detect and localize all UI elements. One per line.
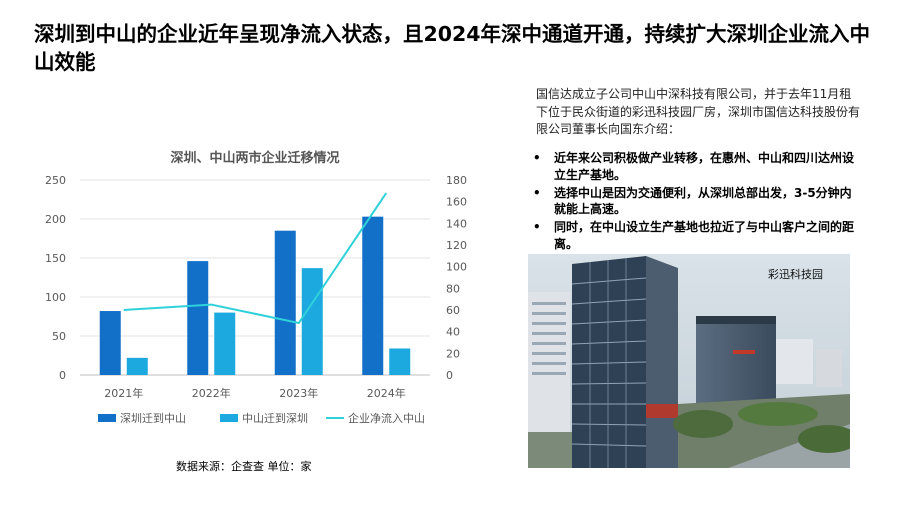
chart-title: 深圳、中山两市企业迁移情况 — [170, 150, 339, 166]
x-tick-label: 2022年 — [192, 386, 231, 400]
y-right-tick-label: 180 — [446, 174, 467, 187]
x-tick-label: 2021年 — [104, 386, 143, 400]
bullet-text: 同时，在中山设立生产基地也拉近了与中山客户之间的距离。 — [554, 220, 855, 251]
bar — [99, 311, 121, 375]
bullet-dot: • — [533, 220, 541, 234]
y-left-tick-label: 0 — [59, 369, 66, 382]
y-left-tick-label: 200 — [45, 213, 66, 226]
y-right-tick-label: 120 — [446, 239, 467, 252]
x-tick-label: 2024年 — [367, 386, 406, 400]
y-right-tick-label: 140 — [446, 217, 467, 230]
chart-svg: 深圳、中山两市企业迁移情况 0 50 100 150 200 250 0 20 40 60 80 100… — [45, 150, 467, 425]
source-note: 数据来源：企查查 单位：家 — [176, 460, 312, 473]
bar — [214, 312, 236, 375]
bar — [187, 261, 209, 375]
legend-label: 深圳迁到中山 — [120, 412, 186, 425]
bullet-text: 选择中山是因为交通便利，从深圳总部出发，3-5分钟内就能上高速。 — [554, 185, 852, 217]
y-right-tick-label: 100 — [446, 261, 467, 274]
bar — [126, 357, 148, 375]
migration-chart: 深圳、中山两市企业迁移情况 0 50 100 150 200 250 0 20 40 60 80 100… — [40, 140, 480, 440]
page-title: 深圳到中山的企业近年呈现净流入状态，且2024年深中通道开通，持续扩大深圳企业流… — [34, 22, 871, 74]
y-right-tick-label: 0 — [446, 369, 453, 382]
bullet-item: • 同时，在中山设立生产基地也拉近了与中山客户之间的距离。 — [533, 219, 863, 252]
tech-park-photo: 彩迅科技园 — [528, 254, 850, 468]
bullet-item: • 选择中山是因为交通便利，从深圳总部出发，3-5分钟内就能上高速。 — [533, 185, 863, 218]
legend-swatch — [98, 414, 116, 422]
y-left-tick-label: 150 — [45, 252, 66, 265]
series-line — [123, 192, 388, 325]
bullet-text: 近年来公司积极做产业转移，在惠州、中山和四川达州设立生产基地。 — [554, 151, 855, 182]
x-tick-label: 2023年 — [279, 386, 318, 400]
tech-park-illustration — [528, 254, 850, 468]
bullet-item: • 近年来公司积极做产业转移，在惠州、中山和四川达州设立生产基地。 — [533, 150, 863, 183]
y-right-tick-label: 160 — [446, 196, 467, 209]
y-right-tick-label: 60 — [446, 304, 460, 317]
bar — [274, 230, 296, 375]
y-left-tick-label: 250 — [45, 174, 66, 187]
bar — [362, 216, 384, 375]
bar — [389, 348, 411, 375]
y-left-tick-label: 100 — [45, 291, 66, 304]
y-right-tick-label: 40 — [446, 326, 460, 339]
legend-swatch — [220, 414, 238, 422]
legend-label: 中山迁到深圳 — [242, 412, 308, 425]
y-left-tick-label: 50 — [52, 330, 66, 343]
photo-label: 彩迅科技园 — [768, 268, 823, 281]
bar — [301, 268, 323, 375]
legend-label: 企业净流入中山 — [348, 411, 425, 425]
y-right-tick-label: 20 — [446, 347, 460, 360]
bullet-dot: • — [533, 151, 541, 165]
y-right-tick-label: 80 — [446, 282, 460, 295]
bullet-list: • 近年来公司积极做产业转移，在惠州、中山和四川达州设立生产基地。 • 选择中山是因… — [533, 150, 863, 254]
intro-text: 国信达成立子公司中山中深科技有限公司，并于去年11月租下位于民众街道的彩迅科技园… — [536, 87, 861, 136]
bullet-dot: • — [533, 185, 541, 200]
